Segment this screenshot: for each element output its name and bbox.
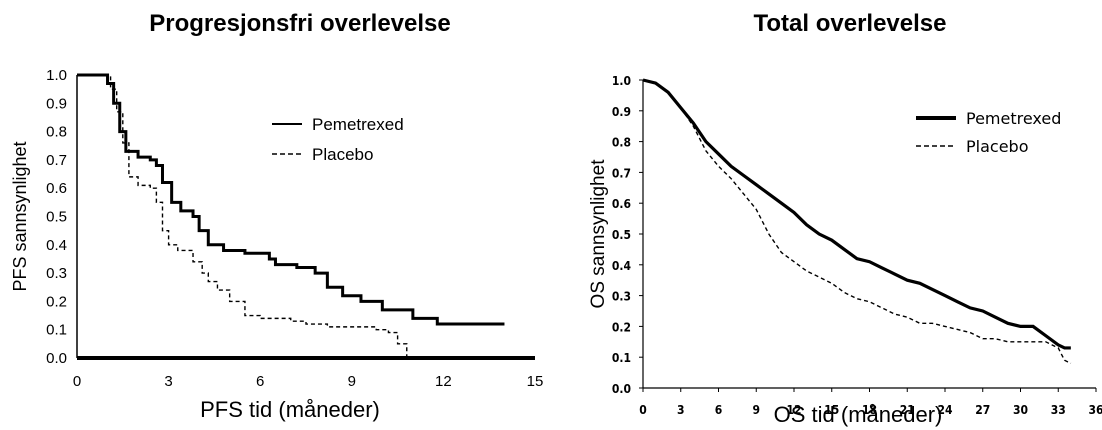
x-tick-label-1-6: 18	[862, 403, 877, 417]
y-tick-label-1-8: 0.8	[612, 136, 631, 150]
y-tick-label-0-5: 0.5	[46, 209, 67, 226]
x-tick-label-0-1: 3	[164, 373, 172, 390]
x-tick-label-1-11: 33	[1051, 403, 1066, 417]
y-tick-label-1-5: 0.5	[612, 228, 631, 242]
legend-label-1-1: Placebo	[966, 137, 1028, 156]
x-tick-label-0-2: 6	[256, 373, 264, 390]
legend-label-0-0: Pemetrexed	[312, 115, 404, 134]
y-tick-label-1-3: 0.3	[612, 290, 631, 304]
x-tick-label-1-1: 3	[677, 403, 685, 417]
x-tick-label-1-0: 0	[639, 403, 647, 417]
y-tick-label-0-10: 1.0	[46, 67, 67, 84]
y-tick-label-0-8: 0.8	[46, 124, 67, 141]
y-tick-label-0-7: 0.7	[46, 152, 67, 169]
y-tick-label-0-1: 0.1	[46, 322, 67, 339]
x-tick-label-1-4: 12	[786, 403, 801, 417]
chart-1: 0 3 6 9 12 15 18 21 24 27 30 33 360.00.10.20.30.40.5…	[588, 74, 1102, 427]
x-tick-label-0-5: 15	[527, 373, 544, 390]
series-line-1-0	[642, 78, 1071, 350]
series-line-0-0	[77, 73, 505, 326]
y-tick-label-1-7: 0.7	[612, 166, 631, 180]
chart-title-pfs: Progresjonsfri overlevelse	[149, 10, 451, 37]
legend-label-1-0: Pemetrexed	[966, 109, 1061, 128]
series-line-1-1	[642, 79, 1072, 364]
x-tick-label-1-2: 6	[715, 403, 723, 417]
y-tick-label-1-4: 0.4	[612, 259, 632, 273]
y-tick-label-0-4: 0.4	[46, 237, 67, 254]
y-tick-label-1-0: 0.0	[612, 382, 631, 396]
y-tick-label-0-9: 0.9	[46, 95, 67, 112]
x-tick-label-1-9: 27	[975, 403, 990, 417]
series-line-0-1	[77, 74, 408, 358]
x-tick-label-0-0: 0	[73, 373, 81, 390]
x-tick-label-1-5: 15	[824, 403, 839, 417]
x-tick-label-0-4: 12	[435, 373, 452, 390]
x-tick-label-1-10: 30	[1013, 403, 1028, 417]
y-axis-label-1: OS sannsynlighet	[588, 159, 609, 309]
y-tick-label-1-6: 0.6	[612, 197, 631, 211]
x-tick-label-1-8: 24	[937, 403, 953, 417]
x-tick-label-1-12: 36	[1088, 403, 1102, 417]
y-axis-label-0: PFS sannsynlighet	[10, 141, 30, 291]
y-tick-label-0-2: 0.2	[46, 293, 67, 310]
chart-title-os: Total overlevelse	[753, 10, 947, 37]
x-tick-label-1-7: 21	[900, 403, 915, 417]
y-tick-label-0-3: 0.3	[46, 265, 67, 282]
y-tick-label-1-9: 0.9	[612, 105, 631, 119]
y-tick-label-1-10: 1.0	[612, 74, 631, 88]
y-tick-label-1-1: 0.1	[612, 351, 631, 365]
x-tick-label-1-3: 9	[752, 403, 760, 417]
chart-0: 0 3 6 9 12 15 0.0 0.1 0.2 0.3 0.4 0.5 0.6 0.7 0.8 0.9 1.…	[10, 67, 543, 422]
x-tick-label-0-3: 9	[348, 373, 356, 390]
y-tick-label-0-6: 0.6	[46, 180, 67, 197]
legend-label-0-1: Placebo	[312, 145, 373, 164]
y-tick-label-0-0: 0.0	[46, 350, 67, 367]
x-axis-label-1: OS tid (måneder)	[774, 402, 943, 427]
x-axis-label-0: PFS tid (måneder)	[200, 397, 380, 422]
y-tick-label-1-2: 0.2	[612, 320, 631, 334]
